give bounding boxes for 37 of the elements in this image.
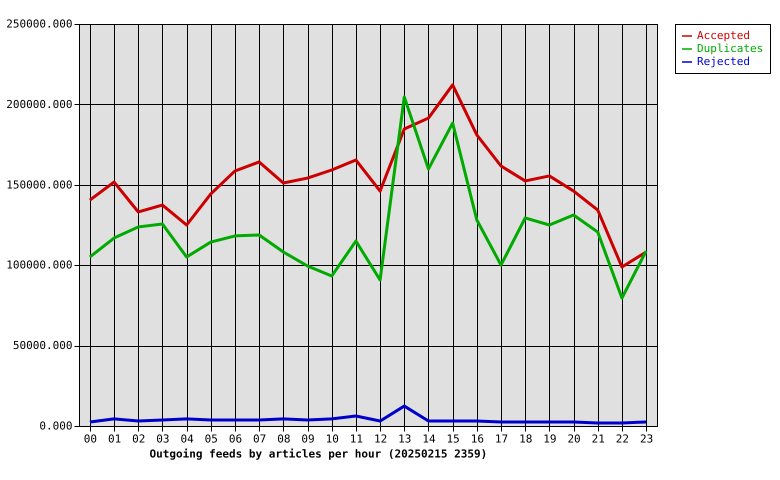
x-tick-label: 12: [374, 432, 388, 446]
x-tick-label: 03: [156, 432, 170, 446]
x-axis-title: Outgoing feeds by articles per hour (20250215 2359): [150, 448, 488, 460]
x-tick-label: 20: [567, 432, 581, 446]
y-tick-label: 200000.000: [6, 98, 72, 111]
x-tick-label: 10: [326, 432, 339, 446]
x-tick-label: 08: [277, 432, 290, 446]
x-tick-label: 16: [470, 432, 484, 446]
line-series: [88, 83, 648, 268]
line-series: [88, 404, 648, 424]
x-tick-label: 06: [228, 432, 242, 446]
x-tick-label: 04: [180, 432, 194, 446]
x-tick-label: 21: [592, 432, 605, 446]
legend-label: Duplicates: [697, 42, 764, 55]
x-tick-label: 11: [350, 432, 364, 446]
y-tick-label: 150000.000: [6, 178, 72, 192]
x-tick-label: 18: [519, 432, 532, 446]
x-tick-label: 15: [446, 432, 460, 446]
legend-label: Accepted: [697, 29, 750, 42]
y-tick-label: 50000.000: [12, 339, 72, 352]
legend-label: Rejected: [697, 55, 750, 68]
x-tick-label: 13: [398, 432, 412, 446]
line-series: [88, 96, 648, 300]
x-tick-label: 02: [132, 432, 146, 446]
x-tick-label: 22: [616, 432, 630, 446]
x-tick-label: 23: [640, 432, 654, 446]
x-tick-label: 19: [543, 432, 557, 446]
x-tick-label: 00: [84, 432, 98, 446]
x-tick-label: 14: [422, 432, 436, 446]
y-tick-label: 0.000: [39, 420, 72, 432]
y-tick-label: 250000.000: [6, 18, 72, 30]
x-tick-label: 01: [108, 432, 122, 446]
y-tick-label: 100000.000: [6, 258, 72, 272]
x-tick-label: 07: [253, 432, 266, 446]
x-tick-label: 17: [494, 432, 508, 446]
x-tick-label: 09: [301, 432, 315, 446]
x-tick-label: 05: [204, 432, 218, 446]
